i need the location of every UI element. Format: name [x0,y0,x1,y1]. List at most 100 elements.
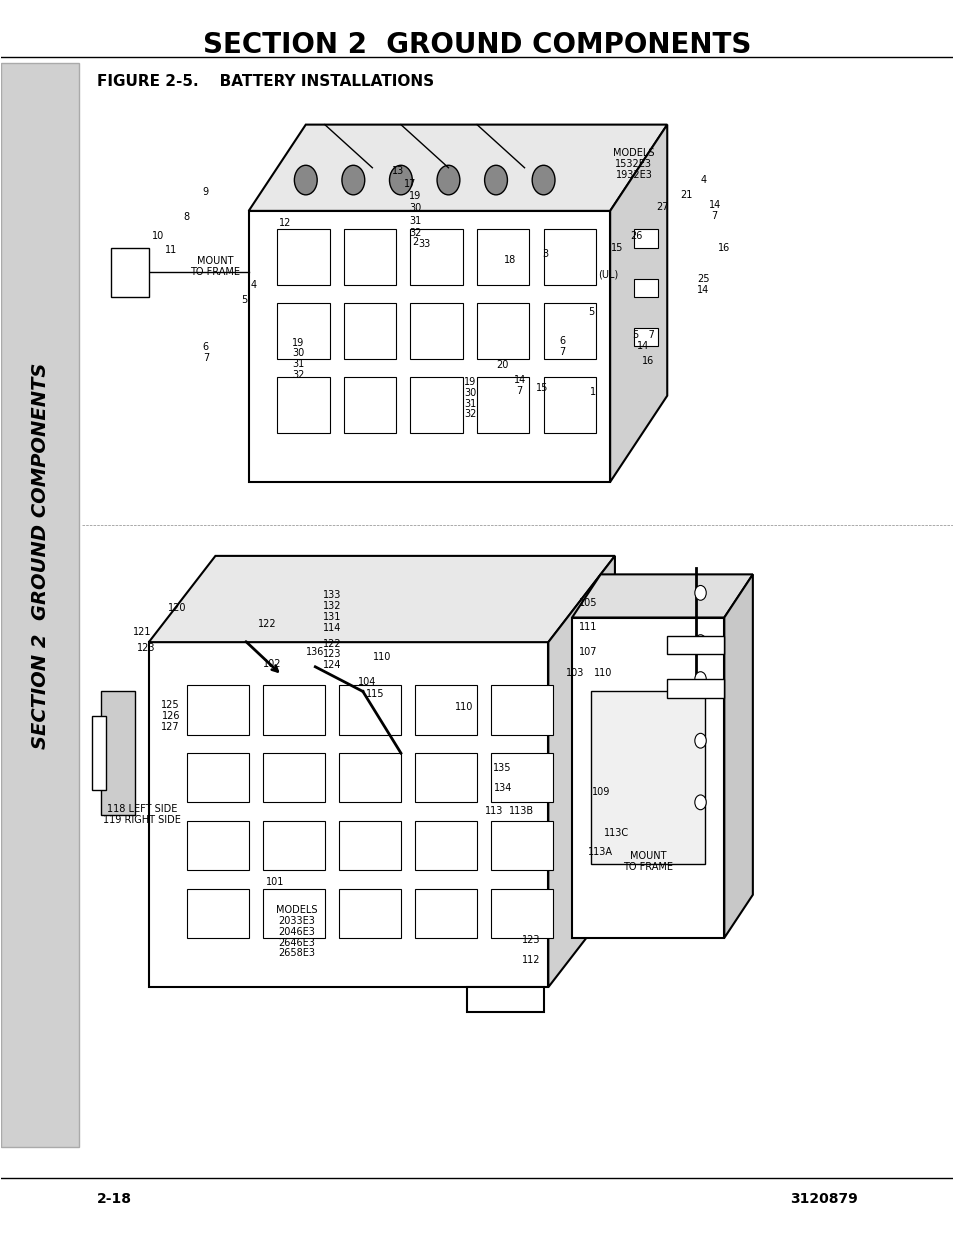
Text: 33: 33 [418,240,431,249]
Circle shape [484,165,507,195]
Circle shape [694,734,705,748]
Text: SECTION 2  GROUND COMPONENTS: SECTION 2 GROUND COMPONENTS [30,363,50,750]
Text: 4: 4 [250,280,256,290]
Bar [1,63,79,1147]
Text: 3: 3 [542,249,548,259]
Text: 14
7: 14 7 [708,200,720,221]
Text: 105: 105 [578,598,597,608]
Bar [415,889,476,937]
Bar [591,692,704,864]
Text: 110: 110 [594,668,612,678]
Circle shape [694,585,705,600]
Text: 6
7: 6 7 [203,342,209,363]
Bar [415,685,476,735]
Text: 118 LEFT SIDE
119 RIGHT SIDE: 118 LEFT SIDE 119 RIGHT SIDE [103,804,181,825]
Polygon shape [548,556,615,987]
Bar [187,821,249,871]
Bar [277,377,329,432]
Text: 21: 21 [679,190,692,200]
Bar [343,304,395,358]
Text: 27: 27 [656,203,668,212]
Text: 14
7: 14 7 [513,375,525,396]
Bar [543,304,596,358]
Bar [415,753,476,803]
Bar [666,636,723,655]
Bar [634,279,657,298]
Bar [187,889,249,937]
Text: 113: 113 [484,806,503,816]
Circle shape [694,672,705,687]
Bar [476,304,529,358]
Polygon shape [149,556,615,642]
Bar [338,821,400,871]
Text: (UL): (UL) [598,270,618,280]
Bar [263,753,324,803]
Bar [476,377,529,432]
Bar [249,211,610,482]
Text: 2-18: 2-18 [96,1192,132,1207]
Text: 16: 16 [641,356,654,367]
Text: 19
30
31
32: 19 30 31 32 [464,377,476,420]
Text: 111: 111 [578,622,597,632]
Bar [338,685,400,735]
Circle shape [436,165,459,195]
Text: 136: 136 [306,647,324,657]
Bar [338,889,400,937]
Circle shape [694,635,705,650]
Bar [277,230,329,285]
Text: 135: 135 [493,763,512,773]
Bar [263,821,324,871]
Text: 115: 115 [366,689,384,699]
Bar [410,230,462,285]
Text: 25
14: 25 14 [697,274,709,295]
Bar [149,642,548,987]
Text: 15: 15 [535,383,547,393]
Text: 122: 122 [258,619,276,629]
Text: 134: 134 [493,783,512,793]
Text: 3120879: 3120879 [789,1192,857,1207]
Text: 8: 8 [184,212,190,222]
Polygon shape [572,574,752,618]
Bar [410,377,462,432]
Text: 1: 1 [589,387,596,396]
Circle shape [294,165,316,195]
Circle shape [341,165,364,195]
Text: 123: 123 [521,935,540,945]
Text: 107: 107 [578,647,597,657]
Bar [263,685,324,735]
Text: 103: 103 [565,668,583,678]
Text: 10: 10 [152,231,164,241]
Text: 113A: 113A [588,847,613,857]
Polygon shape [610,125,666,482]
Text: MODELS
2033E3
2046E3
2646E3
2658E3: MODELS 2033E3 2046E3 2646E3 2658E3 [275,905,316,958]
Text: 110: 110 [455,703,474,713]
Text: 110: 110 [373,652,391,662]
Text: 2: 2 [412,237,417,247]
Polygon shape [723,574,752,937]
Text: 121: 121 [132,627,152,637]
Circle shape [389,165,412,195]
Text: 19: 19 [409,191,421,201]
Text: 9: 9 [203,188,209,198]
Text: MOUNT
TO FRAME: MOUNT TO FRAME [622,851,673,872]
Text: MODELS
1532E3
1932E3: MODELS 1532E3 1932E3 [613,148,654,180]
Bar [491,685,553,735]
Text: 133
132
131
114: 133 132 131 114 [323,590,341,632]
Text: 30: 30 [409,204,421,214]
Text: 11: 11 [165,246,176,256]
Text: 18: 18 [503,256,516,266]
Bar [111,248,149,298]
Bar [491,753,553,803]
Bar [343,377,395,432]
Text: 19
30
31
32: 19 30 31 32 [292,337,304,380]
Bar [543,377,596,432]
Text: MOUNT
TO FRAME: MOUNT TO FRAME [191,256,240,277]
Text: 32: 32 [409,228,421,238]
Bar [634,230,657,248]
Bar [187,685,249,735]
Text: 16: 16 [718,243,730,253]
Text: 20: 20 [496,359,508,370]
Bar [476,230,529,285]
Bar [666,679,723,698]
Bar [101,692,134,815]
